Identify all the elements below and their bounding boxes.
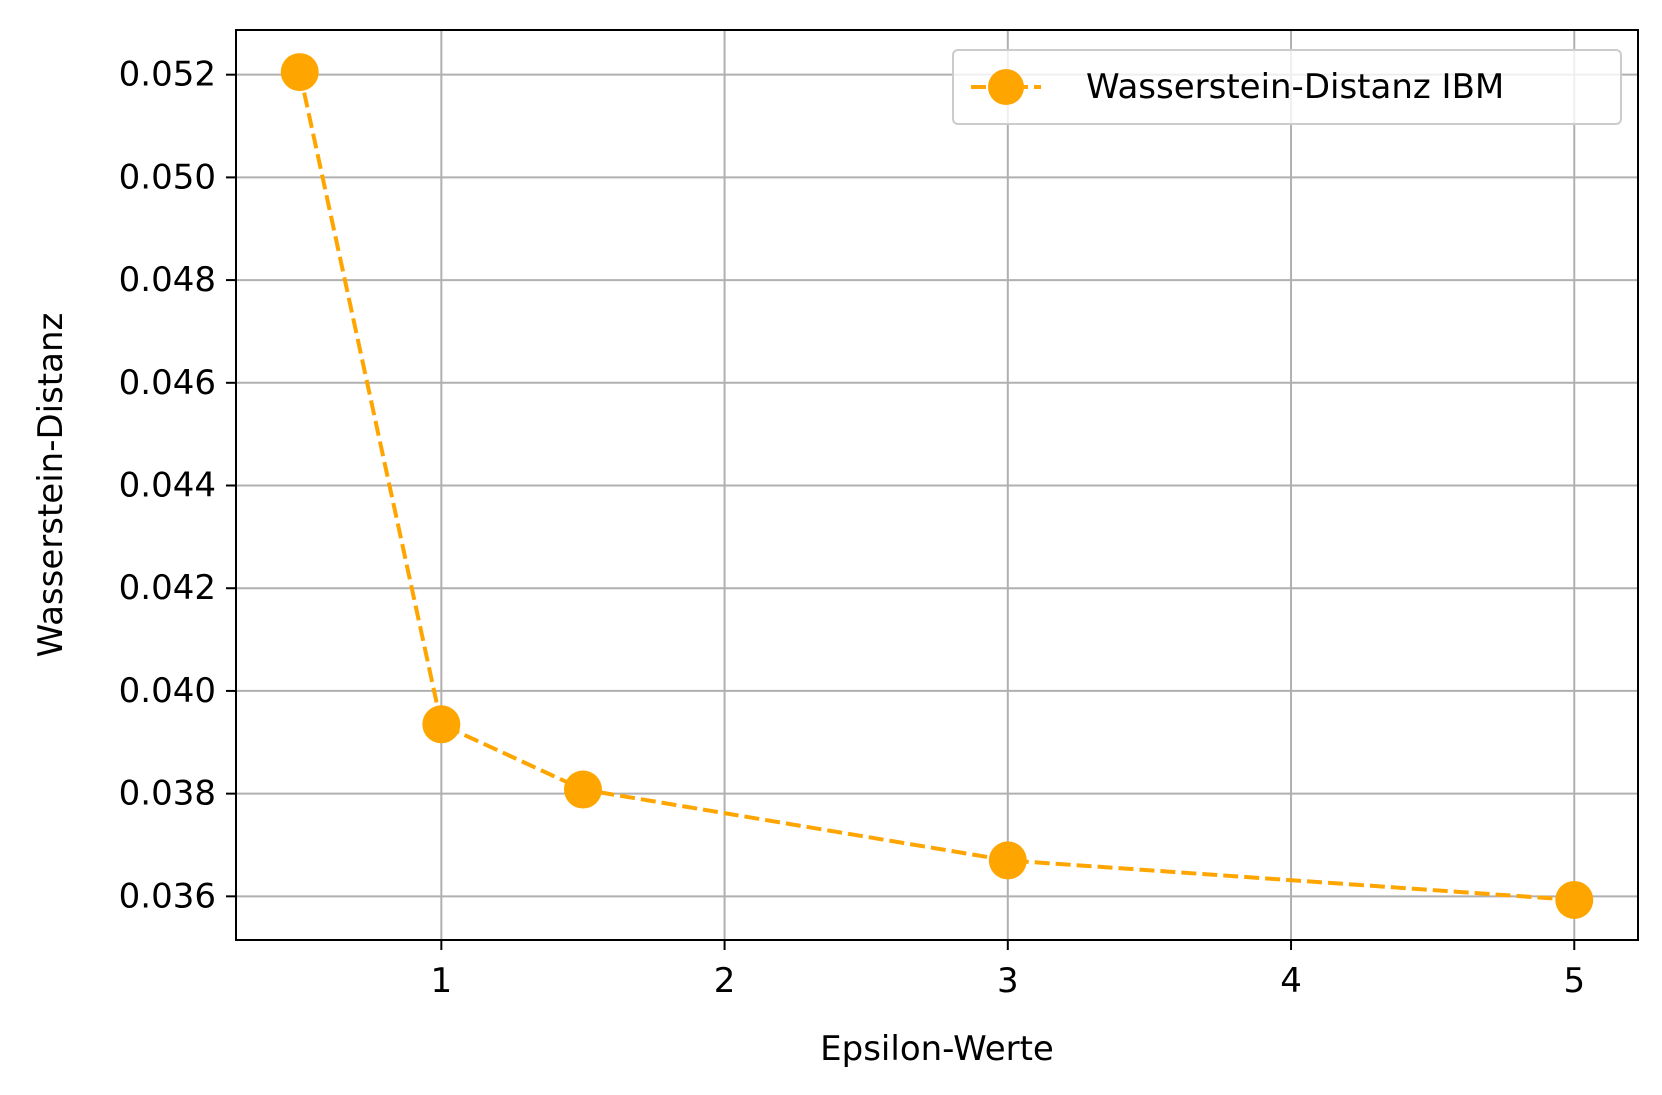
x-axis-title: Epsilon-Werte — [820, 1029, 1054, 1069]
data-point — [1555, 880, 1594, 919]
x-tick-label: 1 — [431, 961, 453, 1001]
legend-box — [952, 49, 1622, 125]
x-tick-label: 4 — [1280, 961, 1302, 1001]
y-tick-label: 0.046 — [119, 363, 216, 403]
y-axis-title: Wasserstein-Distanz — [31, 313, 71, 658]
data-point — [563, 770, 602, 809]
y-tick-label: 0.036 — [119, 876, 216, 916]
data-point — [988, 841, 1027, 880]
axis-ticks: 1 2 3 4 5 0.036 0.038 0.040 0.042 0.044 0.046 0.048… — [119, 55, 1585, 1001]
y-tick-label: 0.048 — [119, 260, 216, 300]
legend: Wasserstein-Distanz IBM — [952, 49, 1622, 125]
y-tick-label: 0.038 — [119, 774, 216, 814]
y-tick-label: 0.050 — [119, 157, 216, 197]
data-point — [280, 53, 319, 92]
legend-marker — [988, 69, 1024, 105]
y-tick-label: 0.042 — [119, 568, 216, 608]
x-tick-label: 5 — [1563, 961, 1585, 1001]
series-layer — [280, 53, 1594, 919]
x-tick-label: 3 — [997, 961, 1019, 1001]
data-point — [422, 705, 461, 744]
y-tick-label: 0.052 — [119, 55, 216, 95]
x-tick-label: 2 — [714, 961, 736, 1001]
y-tick-label: 0.040 — [119, 671, 216, 711]
legend-label: Wasserstein-Distanz IBM — [1086, 67, 1504, 107]
y-tick-label: 0.044 — [119, 466, 216, 506]
